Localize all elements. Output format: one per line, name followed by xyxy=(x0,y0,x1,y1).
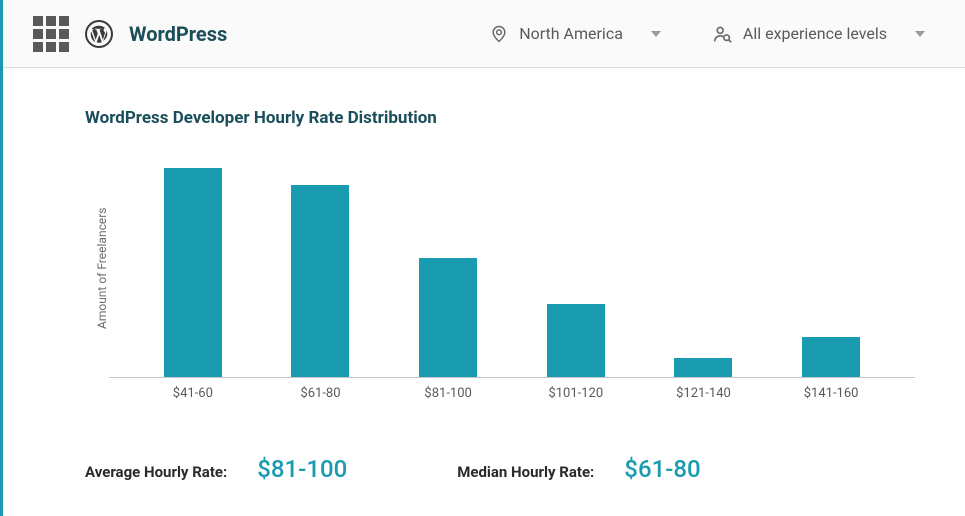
stats-row: Average Hourly Rate: $81-100 Median Hour… xyxy=(85,455,915,483)
region-dropdown-label: North America xyxy=(519,24,623,43)
experience-dropdown-label: All experience levels xyxy=(743,24,887,43)
chart-plot-area xyxy=(109,158,915,378)
chart-title: WordPress Developer Hourly Rate Distribu… xyxy=(85,108,915,128)
median-rate-stat: Median Hourly Rate: $61-80 xyxy=(457,455,700,483)
location-pin-icon xyxy=(489,23,509,45)
stat-value: $61-80 xyxy=(624,455,700,483)
person-search-icon xyxy=(711,23,733,45)
chevron-down-icon xyxy=(915,31,925,37)
chart-bar xyxy=(547,304,605,377)
page-title: WordPress xyxy=(129,22,227,46)
stat-label: Median Hourly Rate: xyxy=(457,463,594,481)
region-dropdown[interactable]: North America xyxy=(479,17,671,51)
chart-x-tick-label: $121-140 xyxy=(674,386,732,401)
chart-y-axis-label: Amount of Freelancers xyxy=(85,158,109,378)
chart-x-axis-labels: $41-60 $61-80 $81-100 $101-120 $121-140 $141-… xyxy=(109,378,915,401)
chart-bar xyxy=(674,358,732,377)
apps-grid-icon[interactable] xyxy=(33,16,69,52)
chart-x-tick-label: $61-80 xyxy=(291,386,349,401)
chart-x-tick-label: $101-120 xyxy=(547,386,605,401)
chart-x-tick-label: $141-160 xyxy=(802,386,860,401)
header-bar: WordPress North America All experience l… xyxy=(3,0,965,68)
bar-chart: Amount of Freelancers xyxy=(85,158,915,378)
wordpress-logo-icon xyxy=(85,20,113,48)
experience-dropdown[interactable]: All experience levels xyxy=(701,17,935,51)
average-rate-stat: Average Hourly Rate: $81-100 xyxy=(85,455,347,483)
chart-x-tick-label: $41-60 xyxy=(164,386,222,401)
chart-bar xyxy=(419,258,477,377)
chevron-down-icon xyxy=(651,31,661,37)
stat-value: $81-100 xyxy=(257,455,347,483)
stat-label: Average Hourly Rate: xyxy=(85,463,227,481)
chart-bar xyxy=(291,185,349,377)
chart-x-tick-label: $81-100 xyxy=(419,386,477,401)
chart-bar xyxy=(164,168,222,377)
chart-bar xyxy=(802,337,860,377)
content-area: WordPress Developer Hourly Rate Distribu… xyxy=(3,68,965,516)
